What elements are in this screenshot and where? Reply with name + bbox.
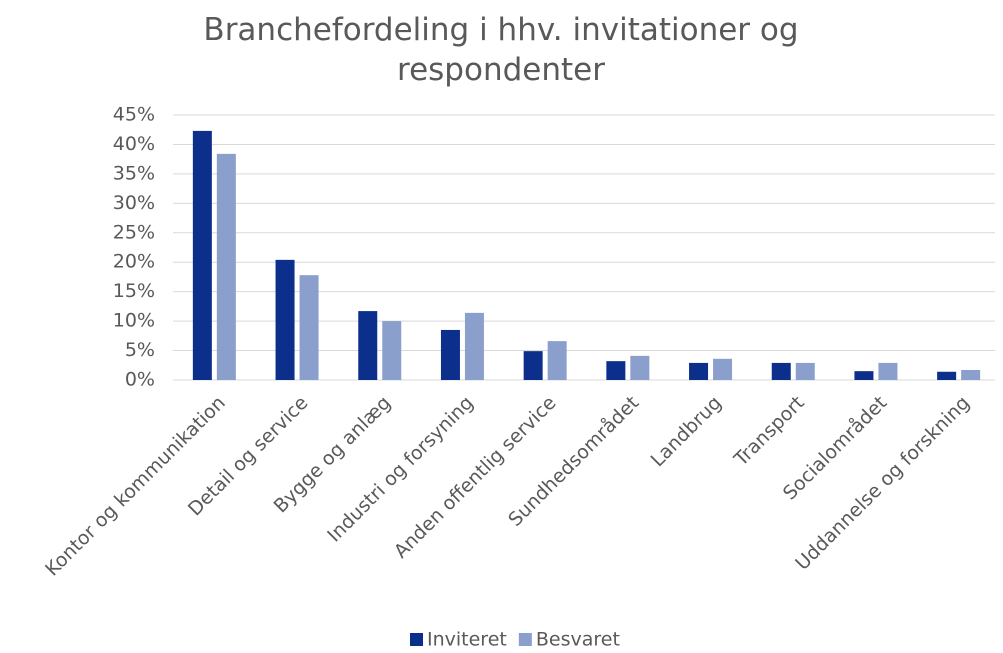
bar bbox=[961, 369, 981, 380]
bar bbox=[606, 361, 626, 380]
bar bbox=[854, 371, 874, 380]
y-tick-label: 35% bbox=[113, 162, 155, 184]
legend-swatch bbox=[518, 633, 532, 646]
bar bbox=[523, 351, 543, 380]
bar bbox=[299, 275, 319, 380]
bar bbox=[878, 362, 898, 380]
legend-swatch bbox=[410, 633, 423, 646]
x-tick-label: Industri og forsyning bbox=[323, 392, 478, 547]
y-tick-label: 40% bbox=[113, 133, 155, 155]
bar bbox=[275, 259, 295, 380]
bar bbox=[937, 371, 957, 380]
legend-label: Besvaret bbox=[536, 629, 620, 651]
x-tick-label: Uddannelse og forskning bbox=[791, 392, 974, 575]
y-tick-label: 15% bbox=[113, 280, 155, 302]
chart-title: Branchefordeling i hhv. invitationer og … bbox=[203, 12, 799, 88]
bar bbox=[382, 321, 402, 380]
bar bbox=[358, 311, 378, 380]
y-tick-label: 45% bbox=[113, 104, 155, 126]
bar bbox=[547, 341, 567, 380]
legend-label: Inviteret bbox=[427, 629, 507, 651]
bar bbox=[192, 130, 212, 380]
bar bbox=[689, 362, 709, 380]
y-tick-label: 30% bbox=[113, 192, 155, 214]
y-tick-label: 5% bbox=[125, 339, 155, 361]
x-tick-label: Landbrug bbox=[647, 392, 726, 471]
y-tick-label: 25% bbox=[113, 221, 155, 243]
bar bbox=[795, 362, 815, 380]
bar bbox=[216, 153, 236, 380]
bar bbox=[771, 362, 791, 380]
bar bbox=[440, 329, 460, 380]
bar bbox=[713, 358, 733, 380]
y-tick-label: 10% bbox=[113, 310, 155, 332]
bar bbox=[464, 312, 484, 380]
y-tick-label: 0% bbox=[125, 369, 155, 391]
y-tick-label: 20% bbox=[113, 251, 155, 273]
x-tick-label: Anden offentlig service bbox=[390, 392, 561, 563]
bar bbox=[630, 355, 650, 380]
x-tick-label: Transport bbox=[729, 392, 808, 471]
